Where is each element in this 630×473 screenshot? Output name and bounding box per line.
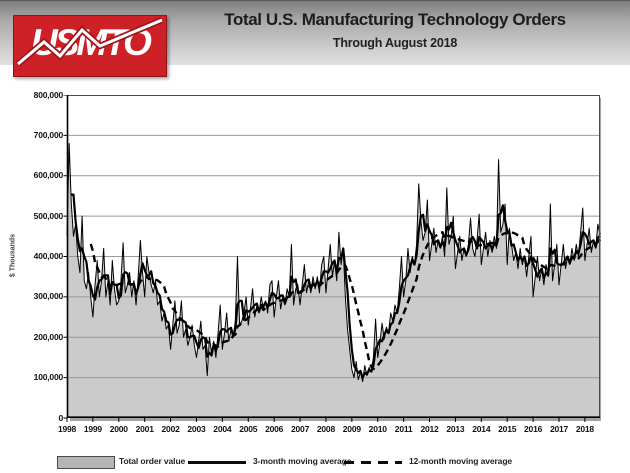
y-tick-label: 800,000: [33, 89, 64, 100]
y-tick-label: 0: [58, 412, 63, 423]
x-tick-label: 2004: [213, 424, 232, 434]
x-tick-label: 2006: [265, 424, 284, 434]
page-subtitle: Through August 2018: [332, 36, 458, 50]
page-title: Total U.S. Manufacturing Technology Orde…: [224, 10, 566, 29]
y-tick-label: 500,000: [33, 210, 64, 221]
x-tick-label: 1998: [57, 424, 77, 434]
x-tick-label: 2016: [524, 424, 543, 434]
x-tick-label: 2009: [342, 424, 361, 434]
x-tick-label: 2011: [394, 424, 413, 434]
y-tick-label: 400,000: [33, 251, 64, 261]
y-tick-label: 700,000: [33, 129, 64, 140]
x-tick-label: 2001: [135, 424, 154, 434]
y-axis-title: $ Thousands: [9, 233, 17, 278]
x-tick-label: 2015: [498, 424, 517, 434]
legend-label-3-month-ma: 3-month moving average: [253, 456, 352, 466]
legend-label-total-order-value: Total order value: [119, 456, 186, 466]
usmto-logo: USMTO: [13, 15, 167, 77]
x-tick-label: 1999: [83, 424, 102, 434]
x-tick-label: 2007: [290, 424, 310, 434]
logo-trendline-icon: [15, 17, 164, 67]
orders-chart-plot: [63, 95, 601, 422]
y-tick-label: 600,000: [33, 170, 64, 181]
x-tick-label: 2005: [239, 424, 258, 434]
y-tick-label: 100,000: [33, 372, 64, 383]
x-tick-label: 2014: [472, 424, 491, 434]
x-tick-label: 2010: [368, 424, 387, 434]
legend-solid-line-swatch: [188, 461, 246, 464]
x-tick-label: 2013: [446, 424, 465, 434]
x-tick-label: 2012: [420, 424, 439, 434]
y-tick-label: 300,000: [33, 291, 64, 302]
x-tick-label: 2018: [575, 424, 594, 434]
x-tick-label: 2000: [109, 424, 128, 434]
x-tick-label: 2008: [316, 424, 335, 434]
y-tick-label: 200,000: [33, 331, 64, 342]
legend: Total order value 3-month moving average…: [0, 450, 630, 473]
x-tick-label: 2003: [187, 424, 206, 434]
x-tick-label: 2002: [161, 424, 180, 434]
legend-dashed-line-swatch: [344, 461, 402, 464]
legend-area-swatch: [57, 456, 115, 469]
legend-label-12-month-ma: 12-month moving average: [409, 456, 513, 466]
title-block: Total U.S. Manufacturing Technology Orde…: [165, 10, 625, 50]
x-tick-label: 2017: [549, 424, 569, 434]
